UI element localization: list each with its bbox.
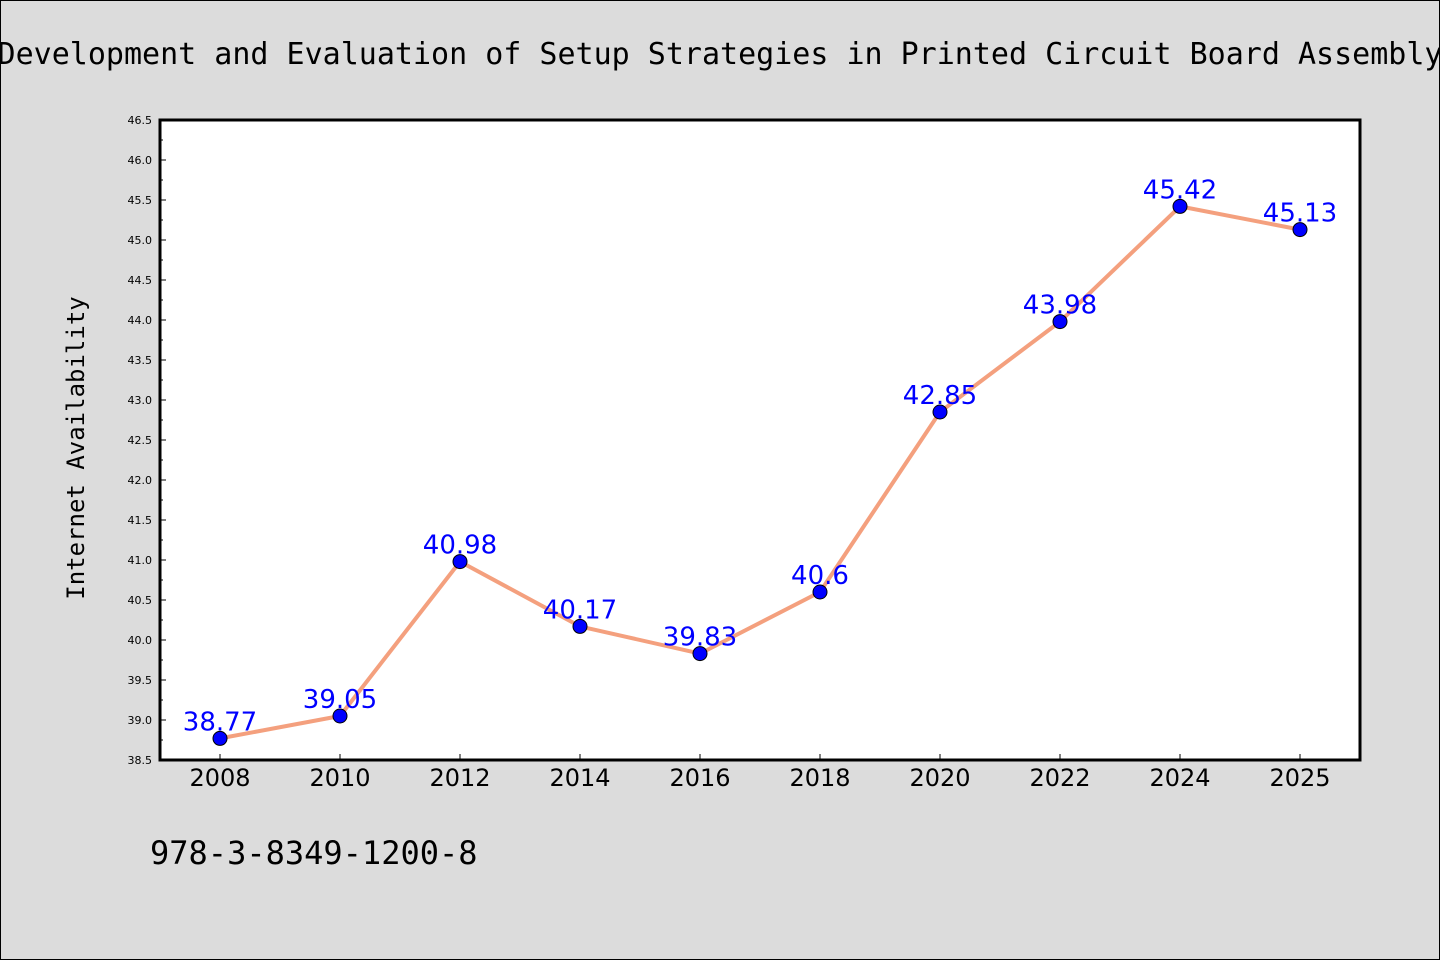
chart-title: Development and Evaluation of Setup Stra… xyxy=(0,37,1440,72)
y-axis-label: Internet Availability xyxy=(62,296,90,599)
data-label: 45.13 xyxy=(1263,199,1337,229)
data-label: 40.98 xyxy=(423,531,497,561)
data-label: 38.77 xyxy=(183,707,257,737)
data-label: 40.17 xyxy=(543,595,617,625)
y-tick-label: 45.0 xyxy=(128,234,153,247)
x-tick-label: 2010 xyxy=(309,764,370,792)
x-tick-label: 2016 xyxy=(669,764,730,792)
data-label: 40.6 xyxy=(791,561,849,591)
series-line xyxy=(219,204,1301,741)
data-point xyxy=(452,554,468,570)
y-tick-label: 42.5 xyxy=(128,434,153,447)
isbn-label: 978-3-8349-1200-8 xyxy=(150,834,478,872)
x-tick-label: 2024 xyxy=(1149,764,1210,792)
y-tick-label: 44.5 xyxy=(128,274,153,287)
data-label: 39.05 xyxy=(303,685,377,715)
data-label: 39.83 xyxy=(663,623,737,653)
y-tick-label: 39.5 xyxy=(128,674,153,687)
x-tick-label: 2012 xyxy=(429,764,490,792)
series-points-group xyxy=(212,198,1308,746)
data-label: 43.98 xyxy=(1023,291,1097,321)
y-tick-label: 46.5 xyxy=(128,114,153,127)
data-label: 42.85 xyxy=(903,381,977,411)
y-tick-label: 45.5 xyxy=(128,194,153,207)
y-tick-label: 46.0 xyxy=(128,154,153,167)
data-point xyxy=(572,618,588,634)
data-point xyxy=(1052,314,1068,330)
y-tick-label: 42.0 xyxy=(128,474,153,487)
data-point xyxy=(1292,222,1308,238)
y-tick-label: 43.0 xyxy=(128,394,153,407)
data-labels-group: 38.77 39.05 40.98 40.17 39.83 40.6 42.85 43.98 4… xyxy=(183,175,1337,737)
y-tick-label: 44.0 xyxy=(128,314,153,327)
data-point xyxy=(692,646,708,662)
y-tick-label: 41.0 xyxy=(128,554,153,567)
x-tick-label: 2025 xyxy=(1269,764,1330,792)
data-point xyxy=(332,708,348,724)
data-label: 45.42 xyxy=(1143,175,1217,205)
x-tick-label: 2008 xyxy=(189,764,250,792)
y-tick-label: 40.5 xyxy=(128,594,153,607)
y-tick-label: 38.5 xyxy=(128,754,153,767)
x-tick-label: 2022 xyxy=(1029,764,1090,792)
data-point xyxy=(1172,198,1188,214)
data-point xyxy=(812,584,828,600)
y-tick-label: 41.5 xyxy=(128,514,153,527)
x-tick-label: 2020 xyxy=(909,764,970,792)
x-tick-label: 2014 xyxy=(549,764,610,792)
series-line-group xyxy=(219,204,1301,741)
data-point xyxy=(212,730,228,746)
y-tick-label: 39.0 xyxy=(128,714,153,727)
plot-area xyxy=(158,118,1362,762)
y-axis-ticks: 38.5 39.0 39.5 40.0 40.5 41.0 41.5 42.0 42.5 43.0… xyxy=(128,114,166,767)
x-tick-label: 2018 xyxy=(789,764,850,792)
y-tick-label: 40.0 xyxy=(128,634,153,647)
x-axis-ticks: 2008 2010 2012 2014 2016 2018 2020 2022 2024 2025 xyxy=(189,754,1331,792)
data-point xyxy=(932,404,948,420)
y-tick-label: 43.5 xyxy=(128,354,153,367)
